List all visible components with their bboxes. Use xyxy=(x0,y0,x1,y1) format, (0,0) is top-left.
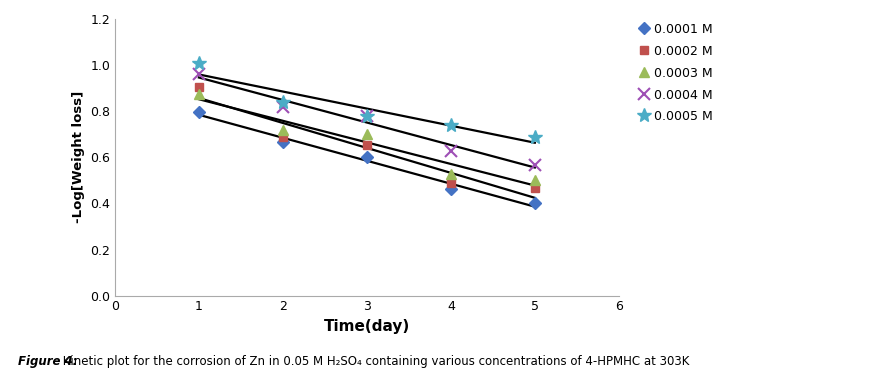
0.0004 M xyxy=(278,104,288,109)
X-axis label: Time(day): Time(day) xyxy=(324,319,410,334)
0.0003 M xyxy=(278,128,288,132)
Line: 0.0005 M: 0.0005 M xyxy=(192,56,542,144)
0.0003 M xyxy=(362,132,372,136)
0.0002 M xyxy=(278,134,288,139)
0.0001 M xyxy=(446,187,456,191)
0.0002 M xyxy=(446,181,456,185)
0.0001 M xyxy=(194,110,204,114)
Text: Kinetic plot for the corrosion of Zn in 0.05 M H₂SO₄ containing various concentr: Kinetic plot for the corrosion of Zn in … xyxy=(59,355,690,368)
0.0004 M xyxy=(362,114,372,119)
0.0001 M xyxy=(278,139,288,144)
Line: 0.0001 M: 0.0001 M xyxy=(194,108,539,208)
0.0001 M xyxy=(362,155,372,160)
0.0001 M xyxy=(530,201,540,206)
0.0004 M xyxy=(194,72,204,77)
Y-axis label: -Log[Weight loss]: -Log[Weight loss] xyxy=(72,91,85,223)
0.0003 M xyxy=(194,92,204,96)
0.0002 M xyxy=(362,143,372,147)
0.0005 M xyxy=(278,100,288,105)
Text: Figure 4:: Figure 4: xyxy=(18,355,77,368)
0.0002 M xyxy=(530,186,540,191)
0.0005 M xyxy=(530,134,540,139)
Line: 0.0003 M: 0.0003 M xyxy=(194,89,539,185)
Line: 0.0004 M: 0.0004 M xyxy=(194,69,540,170)
0.0005 M xyxy=(446,123,456,128)
0.0003 M xyxy=(446,172,456,176)
0.0002 M xyxy=(194,85,204,89)
0.0004 M xyxy=(530,162,540,167)
Legend: 0.0001 M, 0.0002 M, 0.0003 M, 0.0004 M, 0.0005 M: 0.0001 M, 0.0002 M, 0.0003 M, 0.0004 M, … xyxy=(635,20,716,127)
0.0005 M xyxy=(362,114,372,118)
0.0003 M xyxy=(530,178,540,182)
Line: 0.0002 M: 0.0002 M xyxy=(194,83,539,193)
0.0005 M xyxy=(194,61,204,65)
0.0004 M xyxy=(446,149,456,153)
